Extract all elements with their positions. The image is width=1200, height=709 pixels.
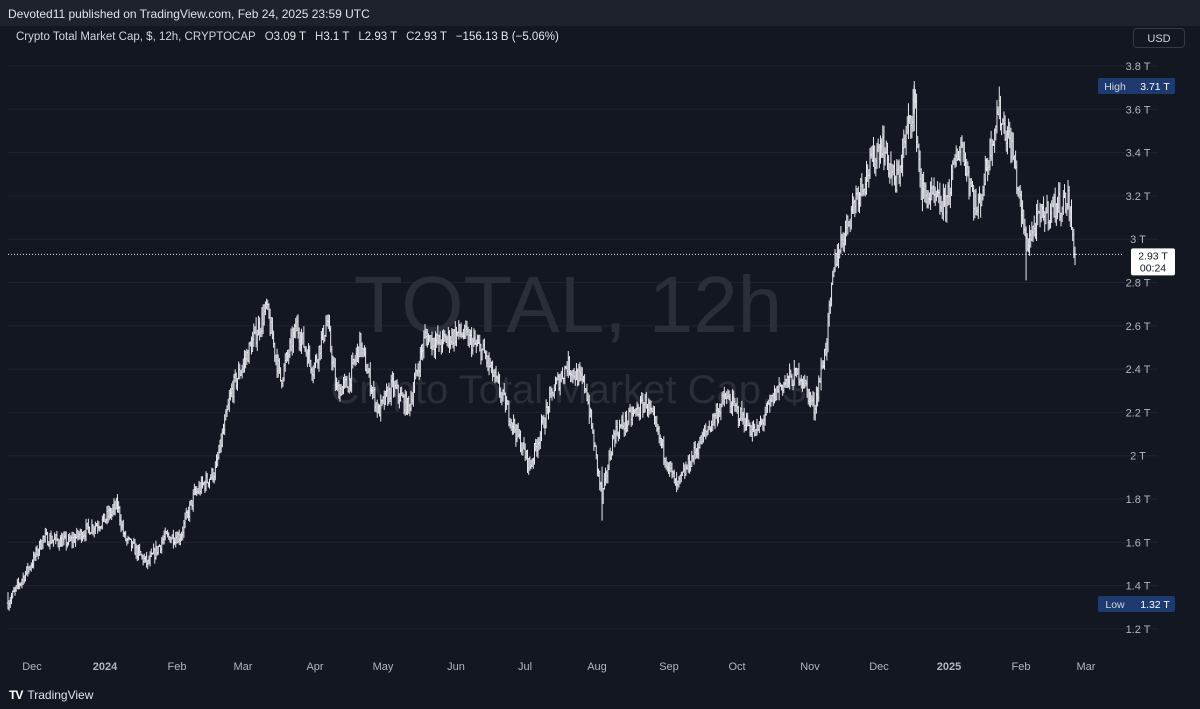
low-marker-value-bg: [1135, 596, 1175, 612]
time-tick-label: May: [373, 661, 394, 673]
price-tick-label: 3 T: [1130, 234, 1146, 246]
time-tick-label: Nov: [800, 661, 820, 673]
low-value: 2.93 T: [364, 31, 397, 43]
low-marker-value: 1.32 T: [1140, 599, 1170, 611]
time-tick-label: Jun: [447, 661, 465, 673]
close-label: C: [406, 31, 415, 43]
tradingview-brand: TV TradingView: [9, 688, 93, 702]
price-tick-label: 1.6 T: [1126, 537, 1151, 549]
time-tick-label: Mar: [234, 661, 253, 673]
time-axis[interactable]: Dec 2024 Feb Mar Apr May Jun Jul Aug Sep Oct Nov Dec…: [22, 661, 1096, 673]
open-label: O: [264, 31, 274, 43]
high-label: H: [315, 31, 324, 43]
close-value: 2.93 T: [414, 31, 447, 43]
high-marker-label-bg: [1098, 78, 1138, 94]
footer: [0, 682, 1200, 709]
price-tick-label: 3.4 T: [1126, 148, 1151, 160]
publication-bar: Devoted11 published on TradingView.com, …: [0, 0, 1200, 26]
price-tick-label: 3.8 T: [1126, 61, 1151, 73]
watermark-title: TOTAL, 12h: [354, 260, 782, 349]
price-tick-label: 1.8 T: [1126, 494, 1151, 506]
price-tick-label: 1.4 T: [1126, 581, 1151, 593]
last-price-value: 2.93 T: [1138, 250, 1168, 262]
publisher-info: Devoted11 published on TradingView.com, …: [8, 7, 370, 21]
price-tick-label: 1.2 T: [1126, 624, 1151, 636]
last-price-badge: [1131, 248, 1175, 276]
price-tick-label: 3.2 T: [1126, 191, 1151, 203]
ohlc-bar: [592, 429, 596, 451]
high-marker-label: High: [1104, 81, 1126, 93]
price-bars: [6, 81, 1077, 611]
high-marker-value: 3.71 T: [1140, 81, 1170, 93]
open-value: 3.09 T: [273, 31, 306, 43]
currency-button[interactable]: USD: [1133, 28, 1185, 48]
time-tick-label: Sep: [659, 661, 679, 673]
change-value: −156.13 B (−5.06%): [455, 31, 559, 43]
time-tick-label: Mar: [1077, 661, 1096, 673]
time-tick-label: Dec: [869, 661, 889, 673]
bar-countdown: 00:24: [1140, 262, 1166, 274]
high-marker: High 3.71 T: [1098, 78, 1175, 94]
ohlc-bar: [618, 419, 621, 440]
low-marker-label: Low: [1105, 599, 1125, 611]
low-marker: Low 1.32 T: [1098, 596, 1175, 612]
high-value: 3.1 T: [323, 31, 350, 43]
time-tick-label: 2025: [937, 661, 961, 673]
price-tick-label: 3.6 T: [1126, 104, 1151, 116]
time-tick-label: Jul: [518, 661, 532, 673]
time-tick-label: Aug: [587, 661, 607, 673]
price-tick-label: 2.2 T: [1126, 407, 1151, 419]
price-tick-label: 2.4 T: [1126, 364, 1151, 376]
time-tick-label: Apr: [306, 661, 323, 673]
price-axis[interactable]: 3.8 T 3.6 T 3.4 T 3.2 T 3 T 2.8 T 2.6 T 2.4 T 2.…: [1126, 61, 1151, 636]
tradingview-logo-icon: TV: [9, 688, 23, 702]
time-tick-label: 2024: [93, 661, 118, 673]
high-marker-value-bg: [1135, 78, 1175, 94]
price-markers: 2.93 T00:24 High 3.71 T Low 1.32 T: [8, 78, 1175, 612]
symbol-title[interactable]: Crypto Total Market Cap, $, 12h, CRYPTOC…: [16, 31, 256, 43]
price-tick-label: 2.6 T: [1126, 321, 1151, 333]
time-tick-label: Dec: [22, 661, 42, 673]
time-tick-label: Feb: [168, 661, 187, 673]
grid-lines: [8, 65, 1158, 630]
time-tick-label: Feb: [1012, 661, 1031, 673]
brand-name: TradingView: [27, 688, 94, 702]
low-label: L: [358, 31, 365, 43]
symbol-legend: Crypto Total Market Cap, $, 12h, CRYPTOC…: [16, 31, 559, 43]
price-tick-label: 2 T: [1130, 451, 1146, 463]
time-tick-label: Oct: [728, 661, 745, 673]
price-tick-label: 2.8 T: [1126, 278, 1151, 290]
low-marker-label-bg: [1098, 596, 1138, 612]
